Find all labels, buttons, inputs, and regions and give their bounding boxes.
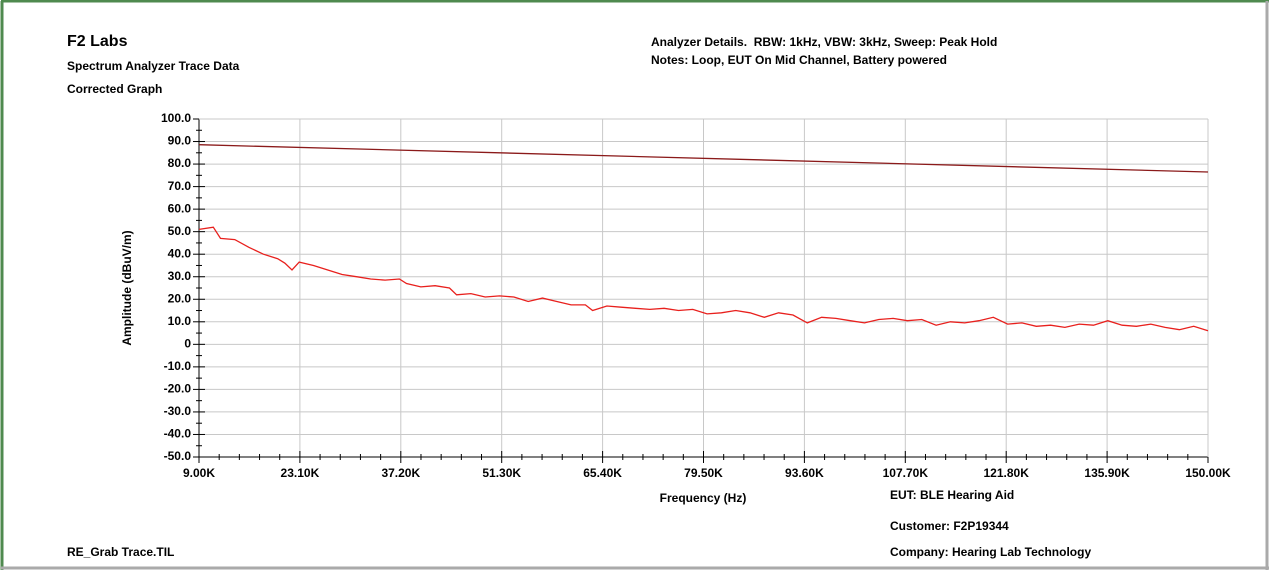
x-tick-label: 93.60K [785, 466, 824, 480]
y-tick-label: 80.0 [168, 156, 192, 170]
footer-info: Customer: F2P19344 [890, 519, 1009, 533]
subtitle: Corrected Graph [67, 82, 162, 96]
y-tick-label: -30.0 [164, 404, 192, 418]
title: F2 Labs [67, 33, 128, 50]
y-tick-label: 70.0 [168, 179, 192, 193]
trace-line [198, 144, 1209, 173]
x-tick-label: 51.30K [482, 466, 521, 480]
x-tick-label: 79.50K [684, 466, 723, 480]
y-tick-label: 0 [184, 337, 191, 351]
x-tick-label: 135.90K [1084, 466, 1130, 480]
y-tick-label: 40.0 [168, 246, 192, 260]
x-tick-label: 65.40K [583, 466, 622, 480]
x-tick-label: 107.70K [883, 466, 929, 480]
y-axis-label: Amplitude (dBuV/m) [120, 230, 134, 345]
x-tick-label: 150.00K [1185, 466, 1231, 480]
y-tick-label: -20.0 [164, 382, 192, 396]
y-tick-label: 100.0 [161, 111, 191, 125]
y-tick-label: 50.0 [168, 224, 192, 238]
x-axis-label: Frequency (Hz) [660, 491, 747, 505]
footer-file: RE_Grab Trace.TIL [67, 545, 174, 559]
x-tick-label: 121.80K [984, 466, 1030, 480]
x-tick-label: 23.10K [281, 466, 320, 480]
y-tick-label: 90.0 [168, 134, 192, 148]
trace-line [198, 226, 1209, 332]
y-tick-label: 10.0 [168, 314, 192, 328]
y-tick-label: -40.0 [164, 427, 192, 441]
y-tick-label: -10.0 [164, 359, 192, 373]
x-tick-label: 9.00K [183, 466, 215, 480]
y-tick-label: 60.0 [168, 201, 192, 215]
footer-info: EUT: BLE Hearing Aid [890, 488, 1014, 502]
x-tick-label: 37.20K [381, 466, 420, 480]
footer-info: Company: Hearing Lab Technology [890, 545, 1091, 559]
y-tick-label: 30.0 [168, 269, 192, 283]
note: Analyzer Details. RBW: 1kHz, VBW: 3kHz, … [651, 35, 997, 49]
note: Notes: Loop, EUT On Mid Channel, Battery… [651, 53, 947, 67]
y-tick-label: -50.0 [164, 449, 192, 463]
y-tick-label: 20.0 [168, 291, 192, 305]
subtitle: Spectrum Analyzer Trace Data [67, 59, 240, 73]
